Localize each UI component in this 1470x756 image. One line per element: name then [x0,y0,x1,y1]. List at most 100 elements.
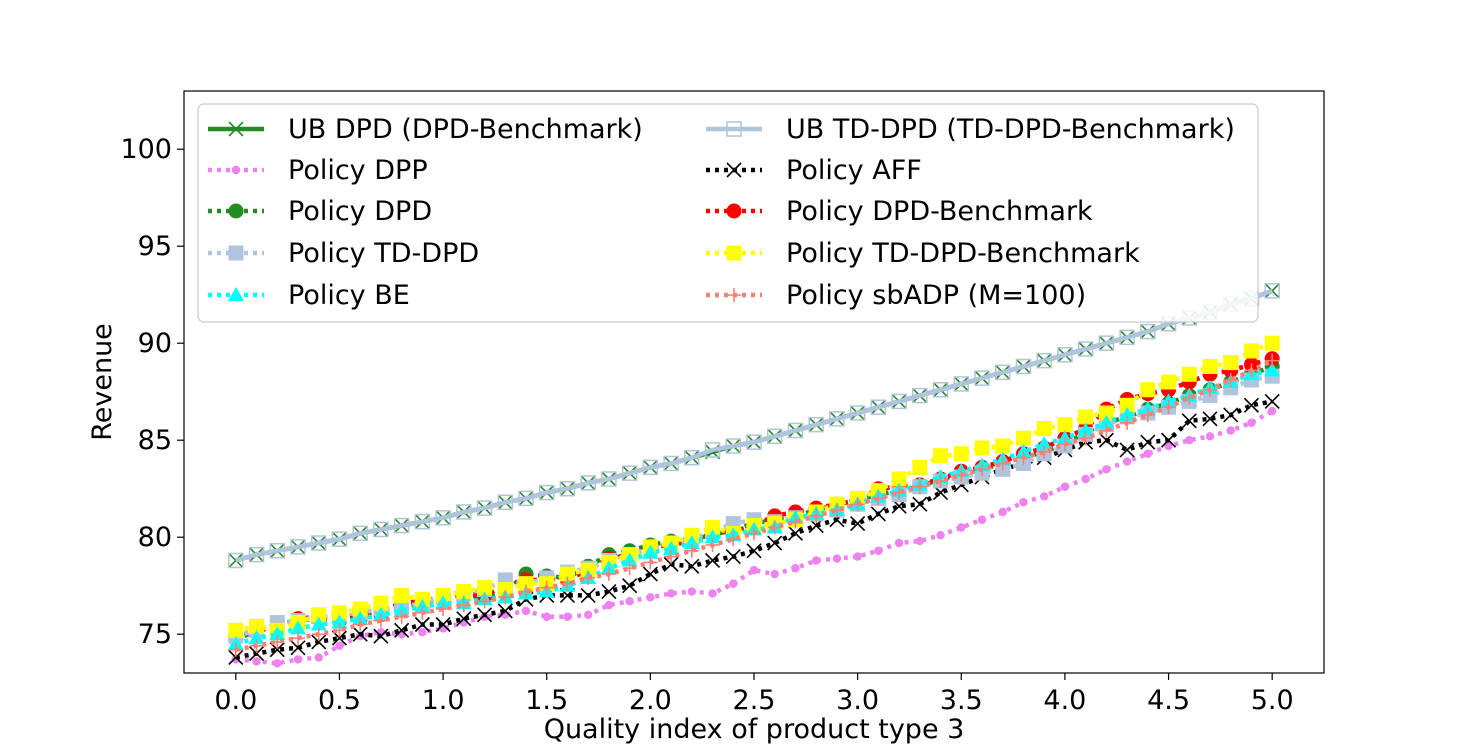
legend-entry-policy-td-dpd-benchmark: Policy TD-DPD-Benchmark [706,238,1140,269]
data-point-38 [1015,430,1031,446]
data-point-38 [1015,358,1032,375]
data-point-9 [414,616,430,633]
legend-marker-8 [228,287,244,301]
data-point-7 [373,521,389,538]
data-point-42 [1098,405,1114,421]
data-point-50 [1264,283,1280,299]
data-point-50 [1264,362,1281,377]
data-point-25 [746,543,762,559]
data-point-48 [1226,426,1235,435]
legend-label: Policy TD-DPD-Benchmark [786,238,1140,269]
data-point-36 [974,440,990,456]
data-point-46 [1182,390,1197,405]
data-point-31 [871,491,886,506]
marker-stroke [912,496,928,512]
data-point-15 [538,484,555,501]
marker-stroke [870,506,886,522]
data-point-34 [936,531,945,540]
marker-stroke [435,616,451,633]
data-point-14 [519,584,533,599]
x-axis-label: Quality index of product type 3 [544,714,965,745]
data-point-34 [932,382,949,398]
data-point-17 [580,587,596,603]
data-point-34 [933,473,948,488]
data-point-17 [581,570,596,585]
data-point-13 [497,494,514,511]
data-point-1 [249,618,265,634]
data-point-47 [1205,432,1215,441]
legend-label: Policy DPD-Benchmark [786,196,1093,227]
x-tick-label: 3.0 [836,685,879,716]
marker-stroke [684,558,700,574]
data-point-42 [1102,465,1111,474]
data-point-17 [583,610,593,619]
data-point-11 [456,611,472,627]
data-point-20 [643,555,658,570]
legend-label: UB DPD (DPD-Benchmark) [288,114,643,145]
data-point-8 [394,587,410,603]
data-point-46 [1185,436,1194,445]
data-point-5 [331,531,348,547]
data-point-42 [1098,335,1115,351]
marker-stroke [704,552,721,569]
y-tick-label: 85 [138,425,172,456]
data-point-50 [1267,406,1277,416]
data-point-6 [352,525,368,542]
marker-stroke [726,162,742,178]
data-point-35 [953,446,969,462]
marker-stroke [497,603,513,619]
data-point-3 [290,539,306,555]
data-point-43 [1122,457,1132,466]
data-point-45 [1160,432,1177,448]
data-point-9 [418,628,427,637]
data-point-30 [853,552,862,561]
data-point-33 [912,387,928,404]
data-point-35 [954,468,969,483]
data-point-12 [477,580,493,596]
marker-stroke [1140,434,1156,450]
data-point-50 [1264,283,1280,299]
data-point-28 [808,416,824,433]
data-point-23 [708,589,717,598]
data-point-43 [1119,329,1135,346]
data-point-39 [1036,352,1052,369]
data-point-20 [646,593,655,602]
legend-entry-ub-td-dpd-td-dpd-benchmark: UB TD-DPD (TD-DPD-Benchmark) [706,114,1235,145]
marker-stroke [787,525,804,541]
data-point-14 [518,490,534,507]
marker-stroke [1264,393,1280,409]
legend-entry-policy-dpd-benchmark: Policy DPD-Benchmark [706,196,1093,227]
data-point-25 [749,565,759,575]
data-point-16 [563,612,572,621]
data-point-16 [560,576,575,591]
data-point-37 [998,507,1007,517]
marker-stroke [642,566,658,582]
data-point-50 [1265,353,1280,368]
data-point-12 [476,607,493,623]
data-point-4 [311,607,327,623]
data-point-45 [1161,374,1177,390]
data-point-2 [269,626,286,641]
data-point-27 [787,422,804,439]
data-point-11 [456,584,472,600]
data-point-42 [1099,423,1114,438]
data-point-47 [1202,411,1218,427]
data-point-2 [270,634,285,649]
legend-marker-5 [726,203,742,219]
data-point-49 [1243,343,1259,359]
data-point-40 [1060,482,1070,491]
data-point-20 [642,544,659,559]
legend-marker-1 [726,121,742,137]
marker-stroke [1264,283,1280,299]
data-point-7 [373,613,388,628]
legend-label: Policy sbADP (M=100) [786,280,1086,311]
data-point-27 [788,514,803,529]
data-point-10 [435,616,451,633]
legend-marker-0 [228,121,244,137]
y-tick-label: 90 [138,328,172,359]
x-tick-label: 0.5 [318,685,361,716]
legend-label: Policy DPP [288,155,428,186]
data-point-32 [891,471,907,487]
data-point-24 [725,438,742,454]
marker-stroke [601,583,617,600]
